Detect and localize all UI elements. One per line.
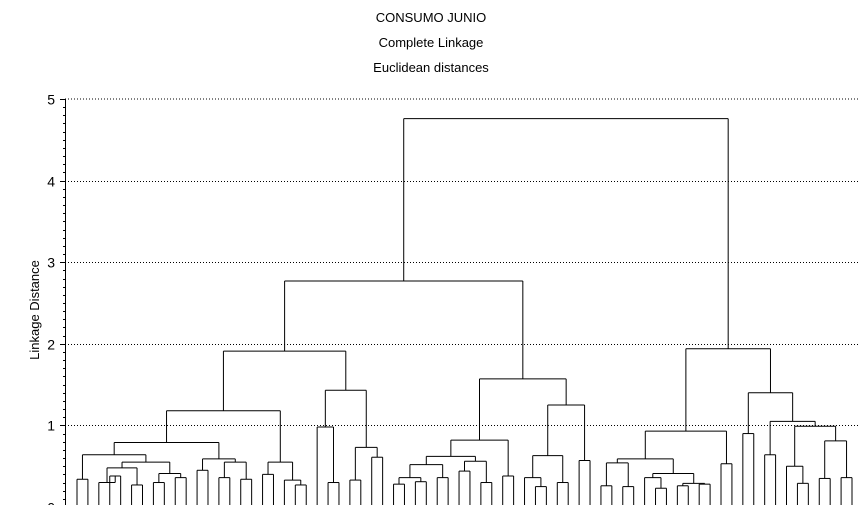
dendrogram-tree xyxy=(76,118,853,505)
y-tick-label: 4 xyxy=(47,174,55,190)
gridlines xyxy=(65,98,858,426)
y-tick-label: 1 xyxy=(47,418,55,434)
chart-title: CONSUMO JUNIO xyxy=(375,10,487,25)
y-tick-label: 2 xyxy=(47,337,55,353)
y-tick-label: 0 xyxy=(47,500,55,505)
y-axis: 0 1 2 3 4 5 xyxy=(47,92,66,505)
y-tick-label: 3 xyxy=(47,255,55,271)
chart-subtitle-distance: Euclidean distances xyxy=(373,60,489,75)
chart-subtitle-linkage: Complete Linkage xyxy=(378,35,484,50)
y-axis-label: Linkage Distance xyxy=(27,260,42,360)
y-tick-label: 5 xyxy=(47,92,55,108)
